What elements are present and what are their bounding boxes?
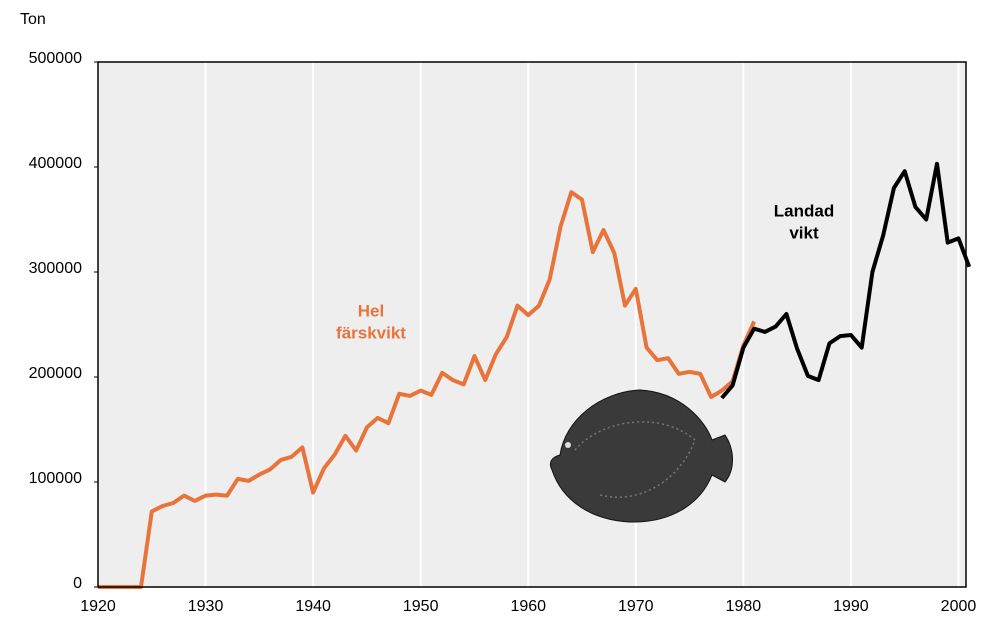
plot-area bbox=[98, 62, 966, 587]
fish-illustration bbox=[549, 389, 733, 523]
grid bbox=[97, 62, 960, 587]
annotation: vikt bbox=[789, 223, 819, 242]
x-tick-label: 1930 bbox=[188, 598, 224, 615]
x-tick-label: 1990 bbox=[833, 598, 869, 615]
y-tick-label: 300000 bbox=[29, 260, 82, 277]
annotation: Hel bbox=[358, 301, 384, 320]
plot-border bbox=[97, 61, 967, 588]
y-axis-label: Ton bbox=[20, 11, 46, 28]
x-tick-label: 1960 bbox=[510, 598, 546, 615]
y-tick-label: 500000 bbox=[29, 50, 82, 67]
y-tick-label: 100000 bbox=[29, 470, 82, 487]
plot bbox=[98, 161, 972, 589]
y-tick-label: 0 bbox=[73, 575, 82, 592]
x-tick-label: 1980 bbox=[726, 598, 762, 615]
x-tick-label: 1950 bbox=[403, 598, 439, 615]
x-tick-label: 1920 bbox=[80, 598, 116, 615]
series-line bbox=[720, 161, 972, 400]
y-tick-label: 200000 bbox=[29, 365, 82, 382]
annotation: Landad bbox=[774, 201, 834, 220]
x-tick-label: 1940 bbox=[295, 598, 331, 615]
annotation: färskvikt bbox=[336, 323, 406, 342]
y-tick-label: 400000 bbox=[29, 155, 82, 172]
x-tick-label: 2000 bbox=[941, 598, 977, 615]
x-tick-label: 1970 bbox=[618, 598, 654, 615]
series-line bbox=[98, 190, 756, 589]
